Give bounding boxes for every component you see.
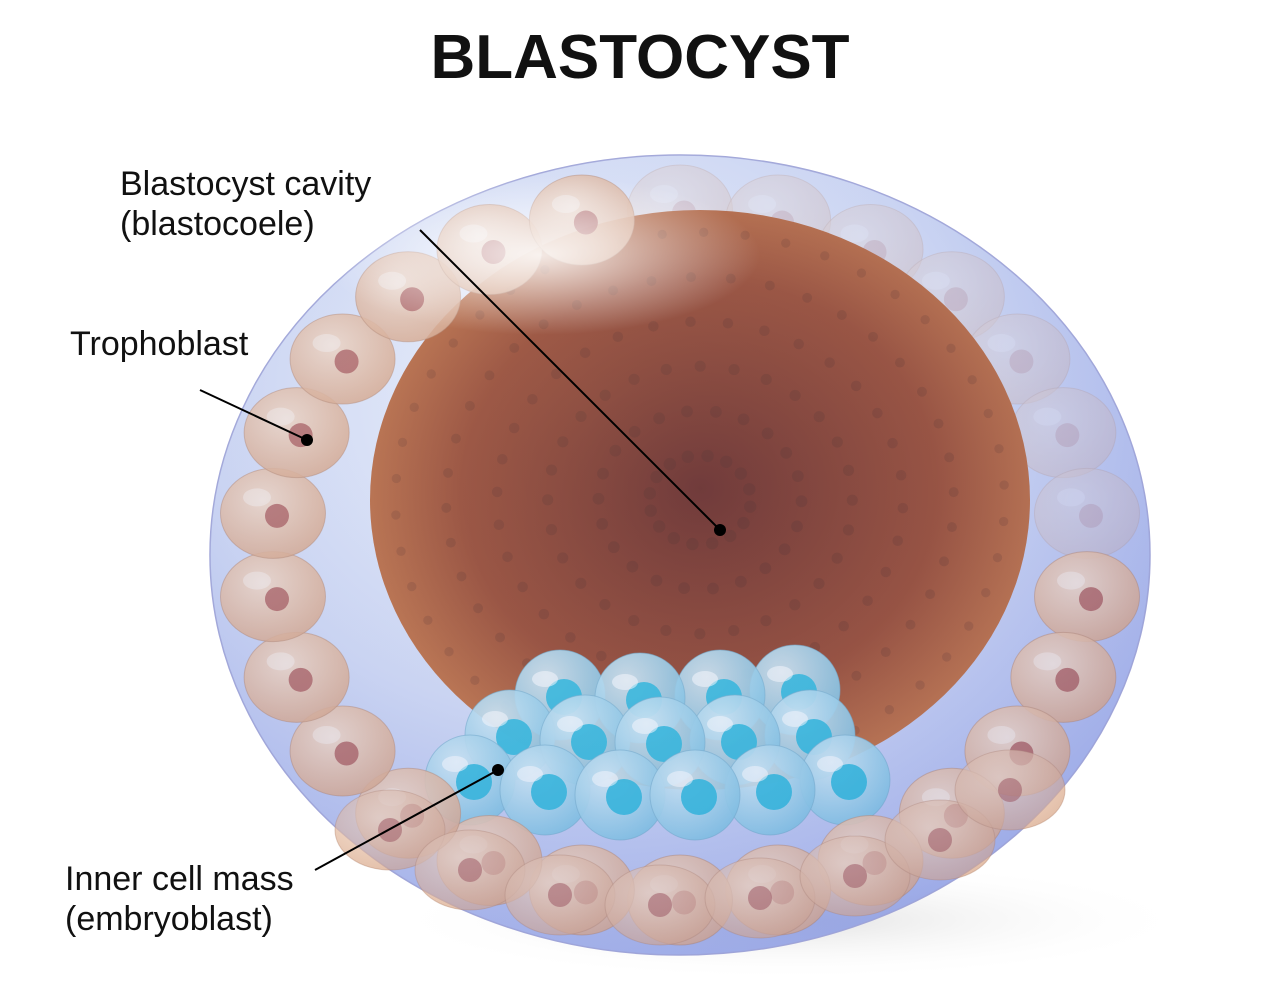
- membrane-highlight: [320, 175, 760, 335]
- label-text: Inner cell mass: [65, 860, 294, 898]
- label-text: (blastocoele): [120, 205, 315, 243]
- leader-dot: [714, 524, 726, 536]
- leader-dot: [301, 434, 313, 446]
- label-text: (embryoblast): [65, 900, 273, 938]
- label-text: Trophoblast: [70, 325, 249, 363]
- blastocyst-diagram: BLASTOCYST Blastocyst cavity(blastocoele…: [0, 0, 1280, 1000]
- label-text: Blastocyst cavity: [120, 165, 371, 203]
- leader-dot: [492, 764, 504, 776]
- diagram-title: BLASTOCYST: [430, 23, 849, 92]
- diagram-stage: BLASTOCYST Blastocyst cavity(blastocoele…: [0, 0, 1280, 1000]
